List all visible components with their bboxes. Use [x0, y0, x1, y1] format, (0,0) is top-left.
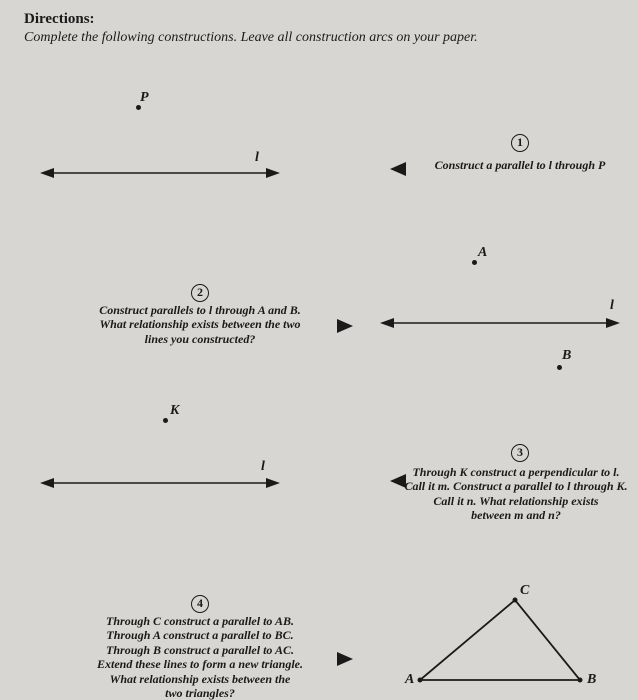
circle-4: 4 — [191, 595, 209, 613]
p3-line3: Call it n. What relationship exists — [433, 494, 598, 508]
tri-label-a: A — [405, 672, 414, 688]
point-b-dot-p2 — [557, 365, 562, 370]
p3-line1: Through K construct a perpendicular to l… — [412, 465, 619, 479]
p3-line2: Call it m. Construct a parallel to l thr… — [404, 479, 627, 493]
circle-2-wrap: 2 — [90, 283, 310, 302]
worksheet-page: Directions: Complete the following const… — [0, 0, 638, 700]
line-l-p2 — [380, 315, 620, 331]
directions-subtitle: Complete the following constructions. Le… — [24, 30, 478, 45]
directions-heading: Directions: Complete the following const… — [24, 10, 478, 46]
line-l-p1 — [40, 165, 280, 181]
p4-line6: two triangles? — [165, 686, 235, 700]
p4-line4: Extend these lines to form a new triangl… — [97, 657, 303, 671]
line-l-p3 — [40, 475, 280, 491]
point-k-label: K — [170, 403, 179, 419]
tri-label-b: B — [587, 672, 596, 688]
directions-title: Directions: — [24, 11, 95, 27]
p2-line3: lines you constructed? — [145, 332, 256, 346]
line-l-label-p2: l — [610, 298, 614, 314]
p4-line2: Through A construct a parallel to BC. — [106, 628, 293, 642]
line-l-label-p3: l — [261, 459, 265, 475]
p3-line4: between m and n? — [471, 508, 561, 522]
p4-line5: What relationship exists between the — [110, 672, 291, 686]
tri-label-c: C — [520, 583, 529, 599]
point-p-dot — [136, 105, 141, 110]
p4-line3: Through B construct a parallel to AC. — [106, 643, 294, 657]
p2-line2: What relationship exists between the two — [99, 317, 300, 331]
line-l-label-p1: l — [255, 150, 259, 166]
arrow-right-p4 — [335, 650, 353, 668]
point-p-label: P — [140, 88, 149, 106]
problem-3-text: Through K construct a perpendicular to l… — [393, 465, 638, 523]
problem-2-text: Construct parallels to l through A and B… — [70, 303, 330, 346]
circle-3: 3 — [511, 444, 529, 462]
arrow-left-p1 — [390, 160, 408, 178]
p2-line1: Construct parallels to l through A and B… — [99, 303, 301, 317]
point-b-label-p2: B — [562, 348, 571, 364]
problem-4-text: Through C construct a parallel to AB. Th… — [65, 614, 335, 700]
problem-1-text: Construct a parallel to l through P — [415, 158, 625, 172]
point-k-dot — [163, 418, 168, 423]
circle-2: 2 — [191, 284, 209, 302]
triangle-abc — [400, 595, 600, 690]
point-a-dot-p2 — [472, 260, 477, 265]
circle-1: 1 — [511, 134, 529, 152]
circle-3-wrap: 3 — [420, 443, 620, 462]
circle-4-wrap: 4 — [90, 594, 310, 613]
problem-1-block: 1 — [420, 133, 620, 152]
point-a-label-p2: A — [478, 245, 487, 261]
arrow-right-p2 — [335, 317, 353, 335]
p4-line1: Through C construct a parallel to AB. — [106, 614, 294, 628]
